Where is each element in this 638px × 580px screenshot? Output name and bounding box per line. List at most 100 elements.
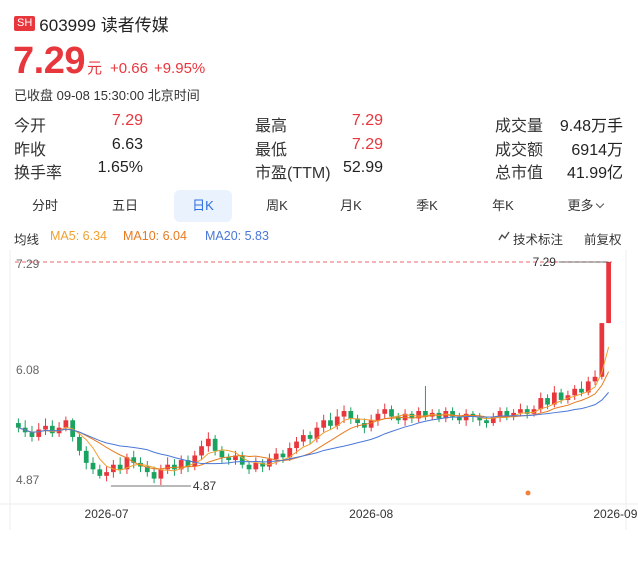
candle-body (341, 411, 347, 417)
stat-open-value: 7.29 (111, 112, 143, 129)
candle-body (36, 429, 42, 437)
candle-body (49, 425, 55, 434)
candle-body (144, 466, 150, 473)
stat-market-cap-value: 41.99亿 (566, 165, 623, 182)
candle-body (124, 457, 130, 470)
candle-body (300, 435, 306, 442)
x-tick-label: 2026-07 (85, 507, 129, 521)
candle-body (246, 464, 252, 470)
candle-body (307, 435, 313, 439)
stat-low-label: 最低 (255, 142, 288, 159)
candle-body (463, 413, 469, 421)
tech-annotation-toggle[interactable]: 技术标注 (498, 229, 563, 247)
kline-chart[interactable]: 7.29 6.08 4.87 7.29 4.87 2026-07 2026-08 2026-0… (0, 250, 638, 530)
tech-annotation-label: 技术标注 (513, 233, 564, 247)
candle-body (199, 446, 204, 456)
candle-body (151, 472, 157, 479)
adjust-mode-button[interactable]: 前复权 (584, 233, 622, 247)
candle-body (226, 457, 232, 461)
stat-market-cap-label: 总市值 (495, 165, 544, 182)
x-tick-label: 2026-08 (349, 507, 393, 521)
candle-body (572, 388, 578, 396)
period-tabs: 分时 五日 日K 周K 月K 季K 年K 更多 (0, 190, 638, 222)
candle-body (287, 448, 293, 458)
max-marker-label: 7.29 (533, 255, 557, 269)
tab-intraday[interactable]: 分时 (31, 198, 58, 213)
ma20-value: MA20: 5.83 (205, 229, 269, 243)
stat-turnover-label: 换手率 (14, 165, 63, 182)
ma-legend: 均线 MA5: 6.34 MA10: 6.04 MA20: 5.83 技术标注 … (14, 229, 626, 247)
candle-body (90, 462, 96, 470)
tab-yearly-k[interactable]: 年K (492, 198, 514, 213)
candle-body (531, 409, 537, 414)
candle-body (83, 450, 89, 463)
ma20-line (18, 392, 609, 465)
candle-body (579, 388, 584, 393)
stat-turnover-value: 1.65% (97, 159, 143, 176)
candle-body (239, 455, 245, 465)
candle-body (504, 411, 510, 417)
candle-body (490, 416, 496, 424)
candle-body (328, 420, 333, 426)
stat-pe-value: 52.99 (342, 159, 383, 176)
candle-body (416, 411, 422, 419)
candle-body (606, 262, 611, 324)
candle-body (294, 441, 299, 449)
stat-open-label: 今开 (14, 118, 47, 135)
y-tick-label: 6.08 (16, 363, 40, 377)
candle-body (518, 409, 523, 413)
price-row: 7.29 元 +0.66 +9.95% (13, 40, 205, 83)
tab-five-day[interactable]: 五日 (111, 198, 138, 213)
candle-body (362, 423, 367, 428)
candle-body (63, 420, 69, 428)
tab-daily-k[interactable]: 日K (174, 190, 232, 222)
candle-body (382, 409, 388, 414)
candle-body (551, 392, 557, 405)
ma-label: 均线 (14, 233, 40, 247)
candle-body (456, 416, 462, 421)
candle-body (334, 416, 340, 426)
market-status: 已收盘 09-08 15:30:00 北京时间 (14, 88, 200, 103)
candle-body (29, 432, 35, 437)
tab-monthly-k[interactable]: 月K (340, 198, 362, 213)
chevron-down-icon (595, 199, 604, 209)
candle-body (219, 450, 225, 458)
candle-body (117, 464, 123, 470)
candle-body (104, 472, 109, 476)
candle-body (212, 438, 218, 451)
event-dot (525, 490, 531, 496)
stat-high-value: 7.29 (351, 112, 383, 129)
stat-pe-label: 市盈(TTM) (255, 165, 331, 182)
candle-body (395, 416, 401, 421)
candle-body (321, 420, 327, 428)
candle-body (389, 409, 394, 417)
tab-quarterly-k[interactable]: 季K (416, 198, 438, 213)
stat-low-value: 7.29 (351, 136, 383, 153)
ma5-value: MA5: 6.34 (50, 229, 107, 243)
x-tick-label: 2026-09 (593, 507, 637, 521)
candle-body (314, 427, 320, 439)
candle-body (131, 457, 137, 463)
tab-more-label: 更多 (567, 198, 594, 213)
tab-more[interactable]: 更多 (556, 190, 614, 222)
candle-body (599, 323, 605, 377)
stat-volume-label: 成交量 (495, 118, 544, 135)
candle-body (110, 464, 116, 473)
candle-body (253, 462, 259, 470)
candle-body (524, 409, 530, 414)
price-change-pct: +9.95% (153, 60, 206, 77)
stat-high-label: 最高 (255, 118, 288, 135)
candle-body (158, 469, 164, 479)
candle-body (511, 412, 517, 417)
stat-prev-close-label: 昨收 (14, 142, 47, 159)
candle-body (450, 411, 455, 417)
tab-weekly-k[interactable]: 周K (266, 198, 288, 213)
exchange-badge: SH (14, 15, 36, 31)
candle-body (348, 411, 354, 419)
candle-body (260, 462, 265, 467)
candle-body (477, 416, 483, 421)
stat-amount-label: 成交额 (495, 142, 544, 159)
candle-body (165, 464, 171, 470)
candle-body (205, 438, 211, 447)
candle-body (77, 436, 82, 451)
